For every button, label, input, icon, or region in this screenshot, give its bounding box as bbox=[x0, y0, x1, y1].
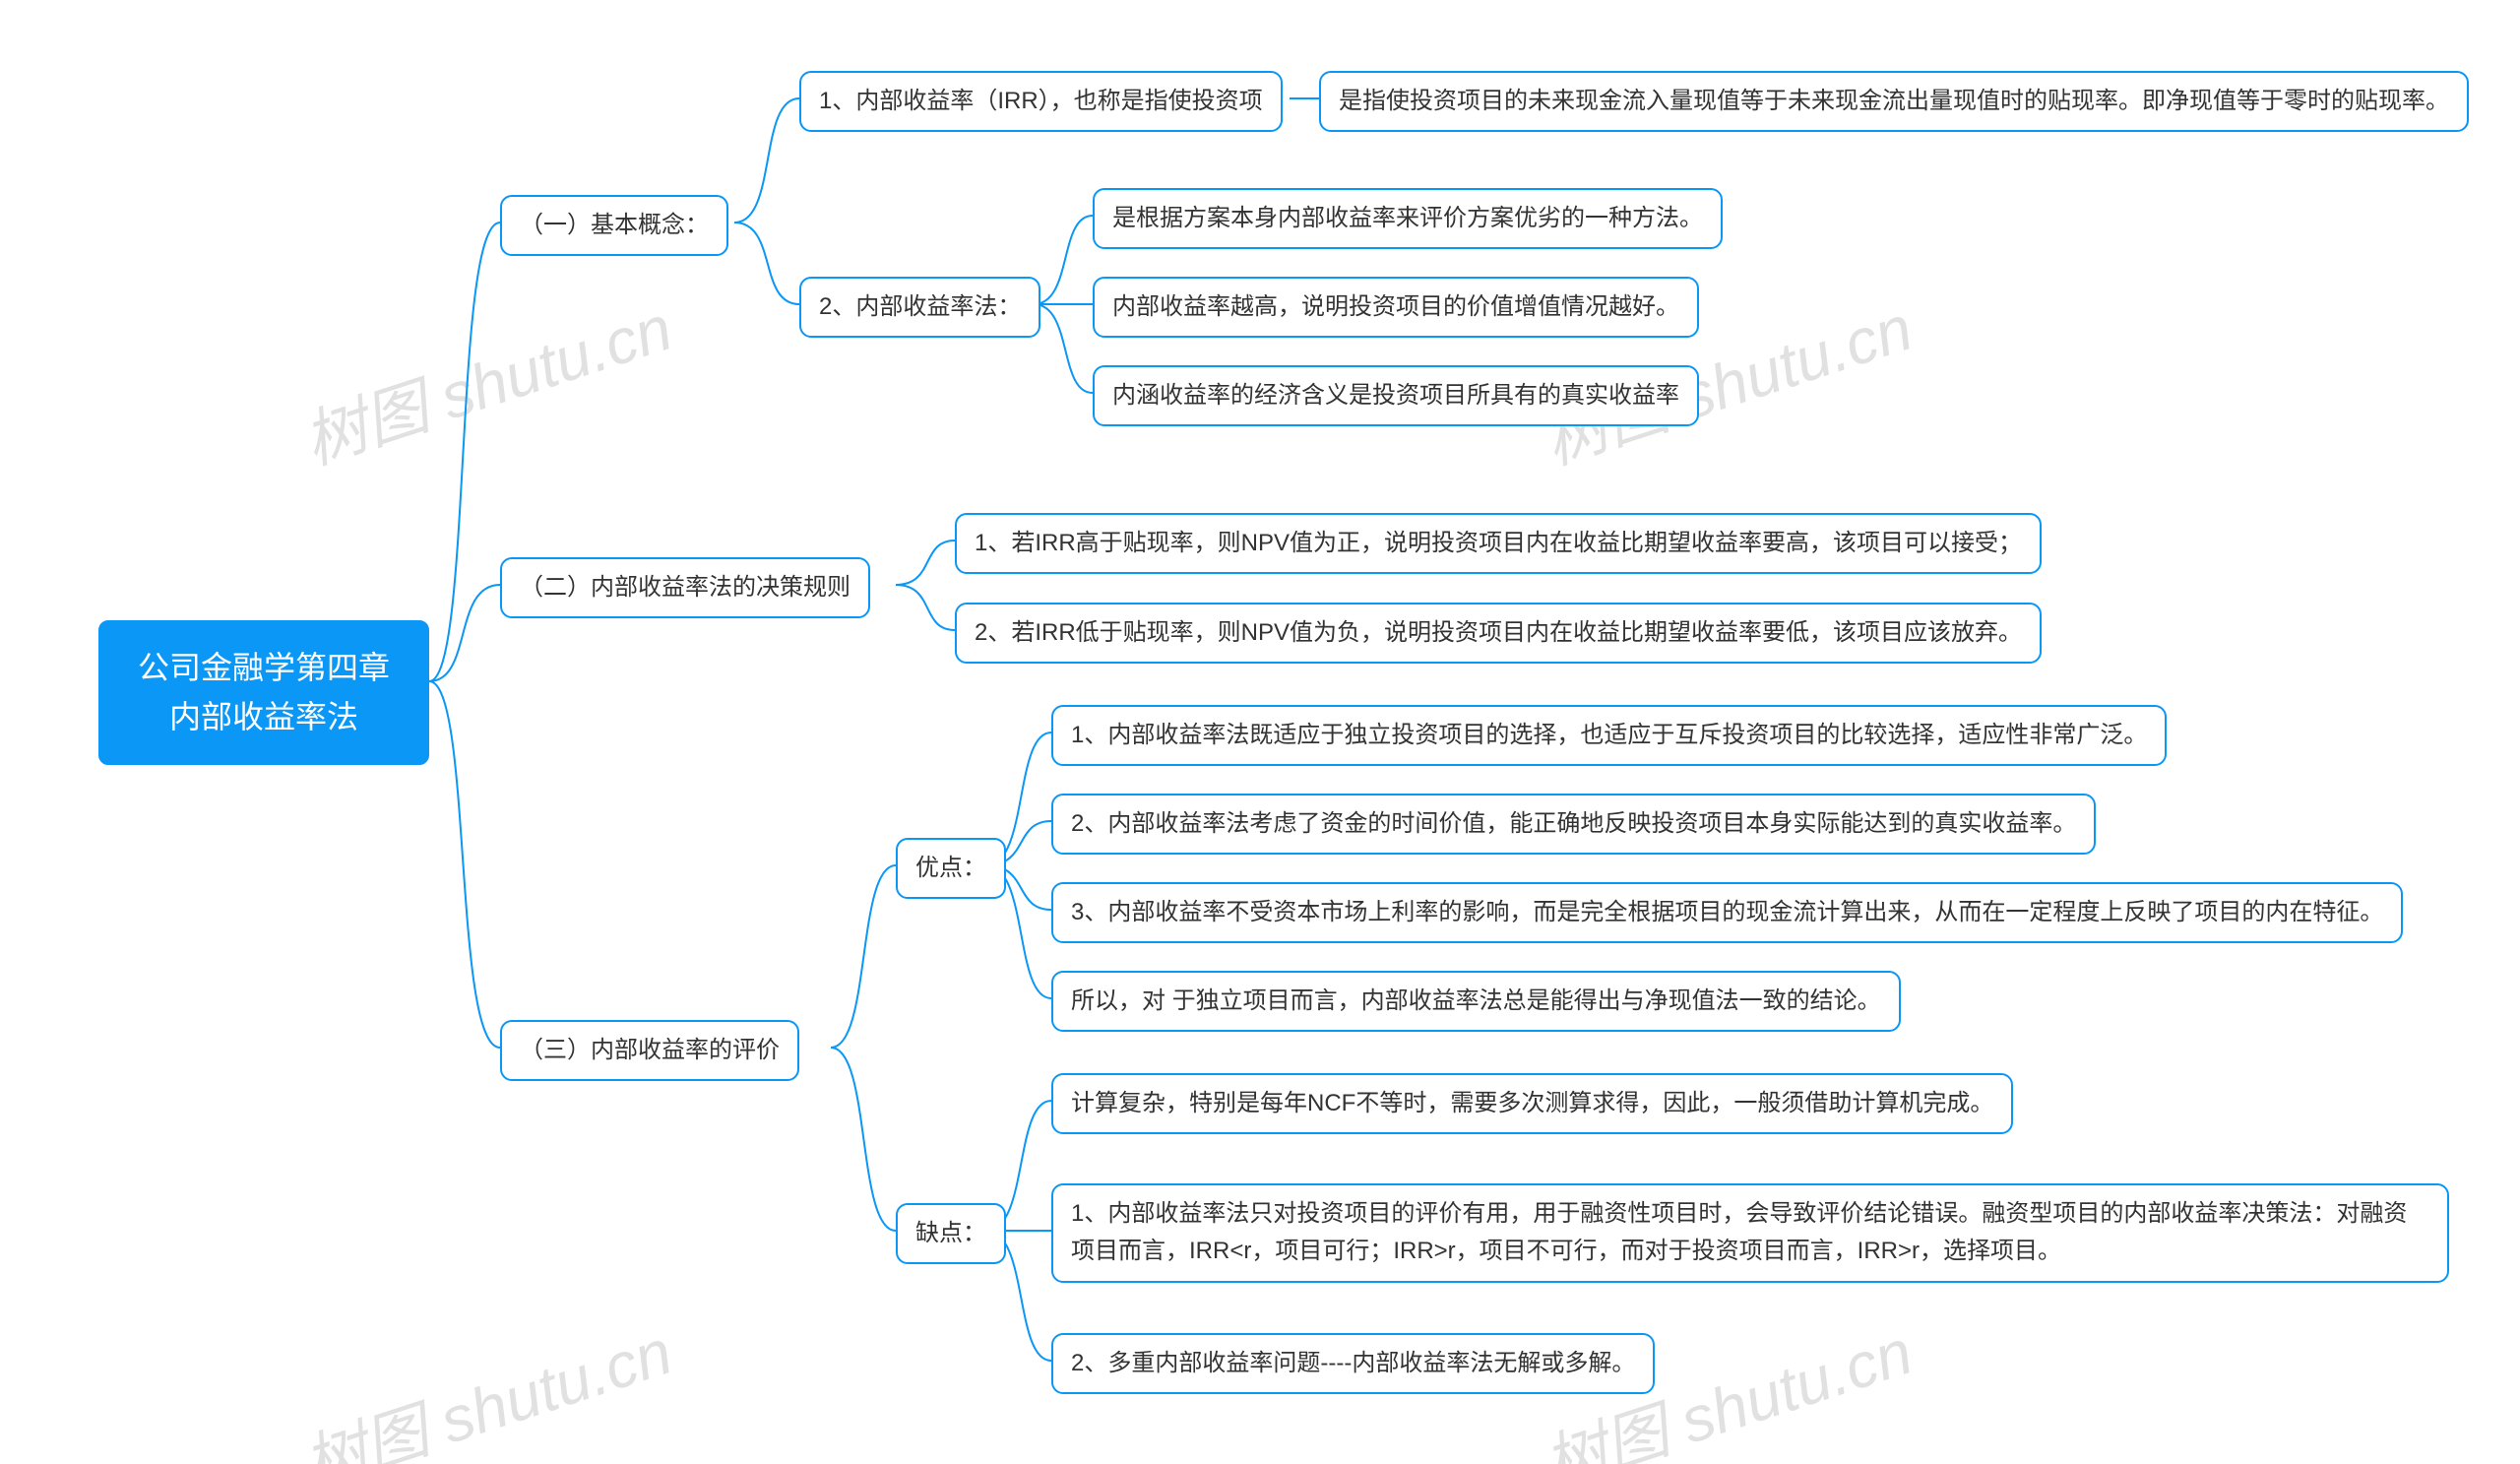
branch-3[interactable]: （三）内部收益率的评价 bbox=[500, 1020, 799, 1081]
branch-3-adv-leaf-4: 所以，对 于独立项目而言，内部收益率法总是能得出与净现值法一致的结论。 bbox=[1051, 971, 1901, 1032]
branch-3-adv-leaf-1: 1、内部收益率法既适应于独立投资项目的选择，也适应于互斥投资项目的比较选择，适应… bbox=[1051, 705, 2167, 766]
branch-2[interactable]: （二）内部收益率法的决策规则 bbox=[500, 557, 870, 618]
watermark-1: 树图 shutu.cn bbox=[290, 278, 681, 481]
branch-3-dis-leaf-1: 计算复杂，特别是每年NCF不等时，需要多次测算求得，因此，一般须借助计算机完成。 bbox=[1051, 1073, 2013, 1134]
branch-1-child-1[interactable]: 1、内部收益率（IRR），也称是指使投资项 bbox=[799, 71, 1283, 132]
branch-1-child-2-leaf-3: 内涵收益率的经济含义是投资项目所具有的真实收益率 bbox=[1093, 365, 1699, 426]
branch-2-leaf-2: 2、若IRR低于贴现率，则NPV值为负，说明投资项目内在收益比期望收益率要低，该… bbox=[955, 603, 2042, 664]
branch-2-leaf-1: 1、若IRR高于贴现率，则NPV值为正，说明投资项目内在收益比期望收益率要高，该… bbox=[955, 513, 2042, 574]
root-line1: 公司金融学第四章 bbox=[130, 644, 398, 693]
branch-1-child-2-leaf-1: 是根据方案本身内部收益率来评价方案优劣的一种方法。 bbox=[1093, 188, 1723, 249]
branch-3-adv-leaf-3: 3、内部收益率不受资本市场上利率的影响，而是完全根据项目的现金流计算出来，从而在… bbox=[1051, 882, 2403, 943]
branch-3-dis[interactable]: 缺点： bbox=[896, 1203, 1006, 1264]
watermark-3: 树图 shutu.cn bbox=[290, 1302, 681, 1464]
branch-3-adv[interactable]: 优点： bbox=[896, 838, 1006, 899]
branch-3-dis-leaf-3: 2、多重内部收益率问题----内部收益率法无解或多解。 bbox=[1051, 1333, 1655, 1394]
branch-1[interactable]: （一）基本概念： bbox=[500, 195, 728, 256]
branch-1-child-2-leaf-2: 内部收益率越高，说明投资项目的价值增值情况越好。 bbox=[1093, 277, 1699, 338]
branch-1-child-1-leaf: 是指使投资项目的未来现金流入量现值等于未来现金流出量现值时的贴现率。即净现值等于… bbox=[1319, 71, 2469, 132]
branch-3-dis-leaf-2: 1、内部收益率法只对投资项目的评价有用，用于融资性项目时，会导致评价结论错误。融… bbox=[1051, 1183, 2449, 1283]
root-node[interactable]: 公司金融学第四章 内部收益率法 bbox=[98, 620, 429, 765]
branch-3-adv-leaf-2: 2、内部收益率法考虑了资金的时间价值，能正确地反映投资项目本身实际能达到的真实收… bbox=[1051, 794, 2096, 855]
branch-1-child-2[interactable]: 2、内部收益率法： bbox=[799, 277, 1040, 338]
root-line2: 内部收益率法 bbox=[130, 693, 398, 742]
